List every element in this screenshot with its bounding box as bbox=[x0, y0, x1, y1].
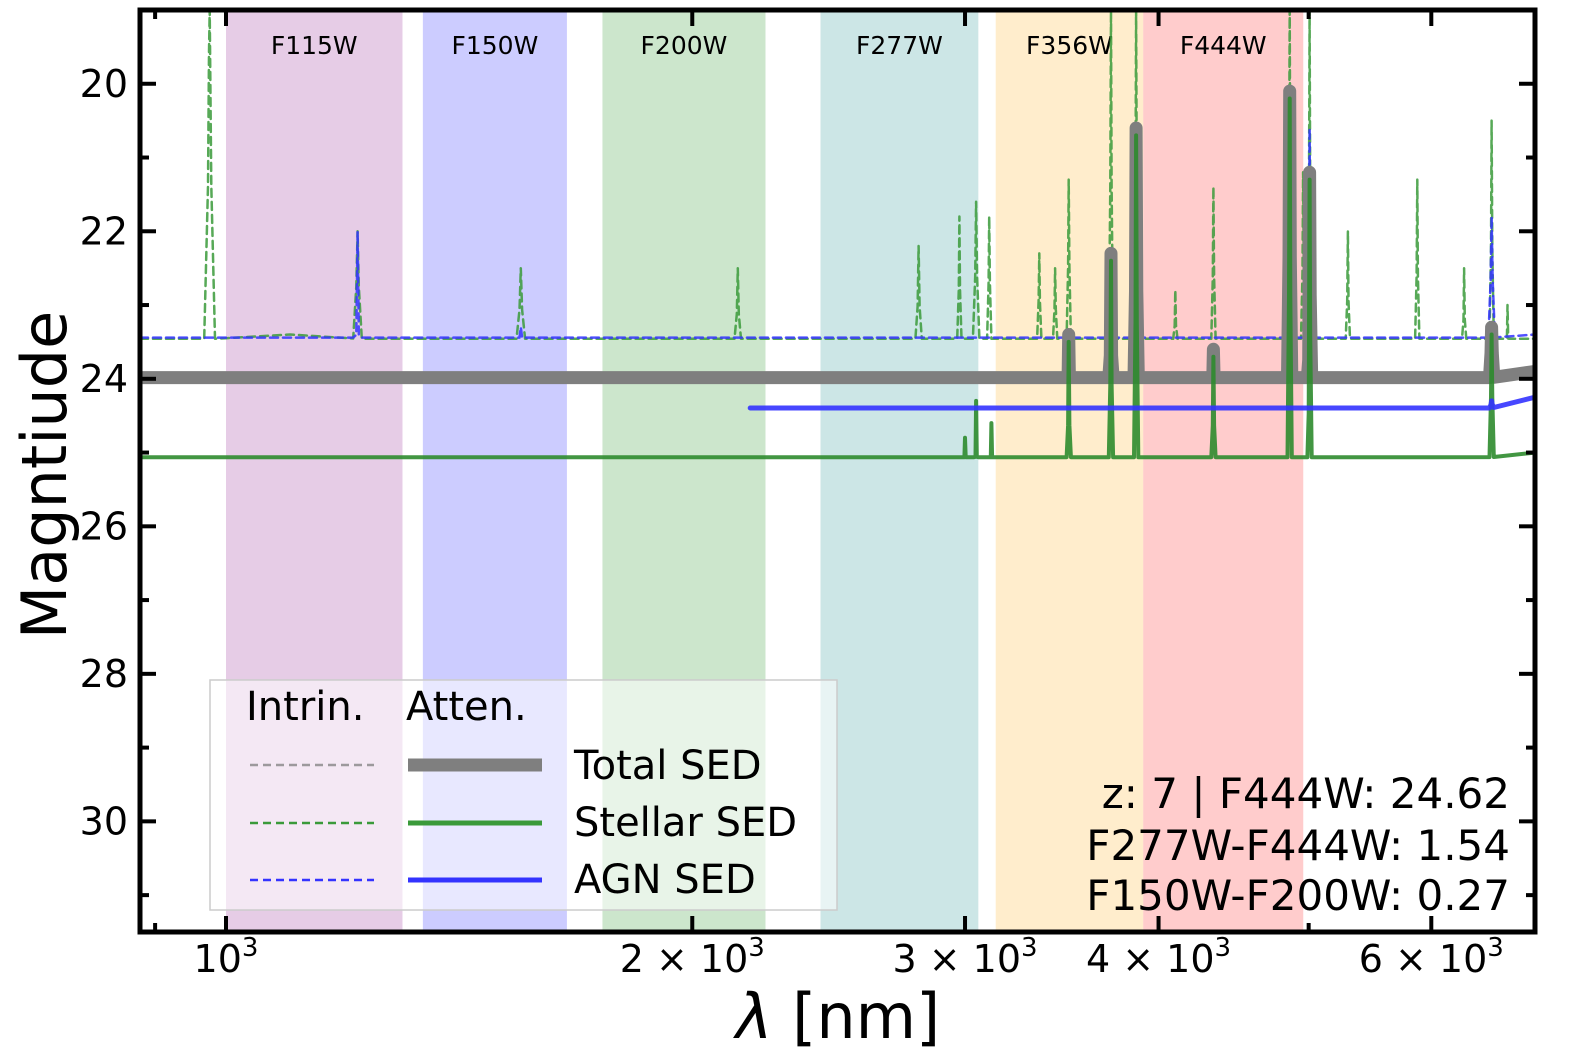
legend-stellar-label: Stellar SED bbox=[574, 800, 797, 846]
band-f356w bbox=[995, 10, 1144, 932]
series-agn-sed bbox=[747, 394, 1535, 411]
y-tick-label-28: 28 bbox=[80, 652, 128, 696]
x-tick-label-4000: 4 × 103 bbox=[1086, 933, 1231, 981]
x-axis-title-unit: [nm] bbox=[772, 980, 940, 1053]
y-tick-label-22: 22 bbox=[80, 209, 128, 253]
band-label-f356w: F356W bbox=[1026, 31, 1113, 60]
series-intrinsic-agn-sed bbox=[140, 126, 1535, 339]
axis-tick-labels: 103 2 × 103 3 × 103 4 × 103 6 × 103 20 22 24 26 2… bbox=[80, 62, 1504, 981]
legend: Intrin. Atten. Total SED Stellar SED AGN… bbox=[209, 679, 838, 911]
plot-frame bbox=[137, 7, 1538, 935]
y-axis-title: Magntiude bbox=[8, 311, 81, 639]
legend-agn-label: AGN SED bbox=[574, 857, 756, 903]
band-label-f444w: F444W bbox=[1180, 31, 1267, 60]
band-f277w bbox=[820, 10, 979, 932]
y-tick-label-30: 30 bbox=[80, 799, 128, 843]
legend-header-intrinsic: Intrin. bbox=[246, 684, 364, 730]
y-tick-label-26: 26 bbox=[80, 504, 128, 548]
band-label-f115w: F115W bbox=[271, 31, 358, 60]
band-label-f277w: F277W bbox=[856, 31, 943, 60]
sed-series bbox=[140, 10, 1535, 460]
legend-total-label: Total SED bbox=[573, 743, 762, 789]
x-tick-label-2000: 2 × 103 bbox=[620, 933, 765, 981]
x-tick-label-3000: 3 × 103 bbox=[892, 933, 1037, 981]
legend-header-attenuated: Atten. bbox=[406, 684, 527, 730]
annotation-color-f150w-f200w: F150W-F200W: 0.27 bbox=[1086, 871, 1510, 920]
series-stellar-sed bbox=[140, 96, 1535, 460]
band-label-f200w: F200W bbox=[641, 31, 728, 60]
x-axis-title-symbol: λ bbox=[733, 980, 773, 1053]
annotation-redshift-mag: z: 7 | F444W: 24.62 bbox=[1102, 769, 1510, 818]
filter-band-labels: F115W F150W F200W F277W F356W F444W bbox=[271, 31, 1267, 60]
x-tick-label-6000: 6 × 103 bbox=[1359, 933, 1504, 981]
filter-bands bbox=[225, 10, 1304, 932]
y-tick-label-24: 24 bbox=[80, 357, 128, 401]
x-tick-label-1000: 103 bbox=[194, 933, 259, 981]
x-axis-title: λ [nm] bbox=[733, 980, 940, 1053]
band-f444w bbox=[1143, 10, 1304, 932]
legend-box bbox=[209, 679, 838, 911]
annotation-color-f277w-f444w: F277W-F444W: 1.54 bbox=[1086, 821, 1510, 870]
band-label-f150w: F150W bbox=[451, 31, 538, 60]
y-tick-label-20: 20 bbox=[80, 62, 128, 106]
annotation-block: z: 7 | F444W: 24.62 F277W-F444W: 1.54 F1… bbox=[1086, 769, 1510, 920]
